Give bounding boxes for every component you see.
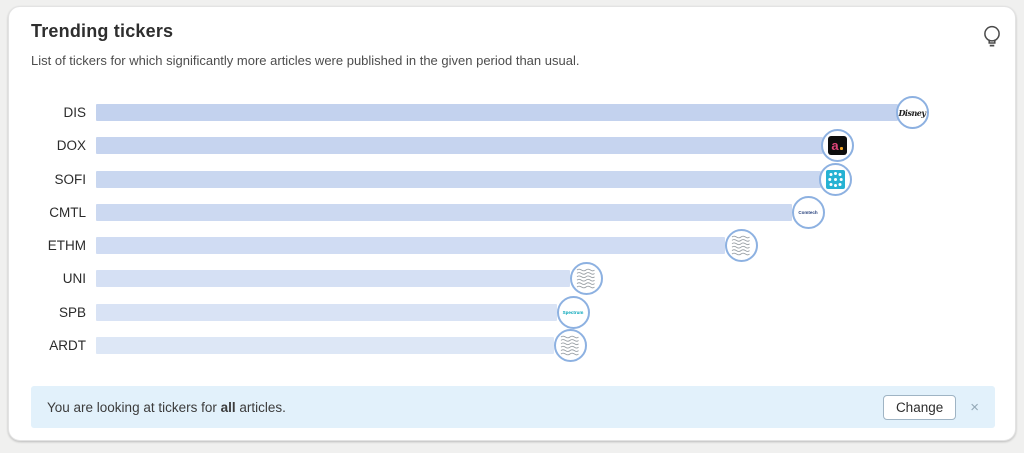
ticker-label: SPB: [58, 304, 86, 320]
scope-banner: You are looking at tickers for all artic…: [31, 386, 995, 428]
trending-tickers-card: Trending tickers List of tickers for whi…: [8, 6, 1016, 441]
placeholder-logo: [576, 268, 595, 289]
ticker-bar-dox[interactable]: [96, 137, 823, 155]
chart-row: ARDT: [9, 328, 1017, 362]
ticker-logo-uni[interactable]: [569, 262, 603, 296]
spectrum-logo: Spectrum: [562, 309, 584, 315]
chart-row: DIS Disney: [9, 96, 1017, 129]
ticker-label: SOFI: [54, 171, 86, 187]
chart-row: CMTL Comtech: [9, 195, 1017, 229]
ticker-label: DIS: [63, 105, 86, 120]
ticker-bar-dis[interactable]: [96, 104, 898, 121]
ticker-bar-ardt[interactable]: [96, 336, 554, 354]
ticker-label: ETHM: [47, 238, 86, 253]
sofi-logo: [825, 169, 845, 189]
ticker-logo-dox[interactable]: a: [820, 129, 854, 163]
ticker-label: DOX: [56, 138, 86, 154]
scope-text-bold: all: [220, 399, 236, 415]
chart-row: DOX a: [9, 129, 1017, 163]
comtech-logo: Comtech: [798, 209, 818, 215]
lightbulb-icon[interactable]: [981, 23, 1003, 51]
ticker-logo-spb[interactable]: Spectrum: [556, 295, 590, 329]
ticker-bar-sofi[interactable]: [96, 170, 821, 188]
ticker-bar-spb[interactable]: [96, 303, 557, 321]
amdocs-logo: a: [827, 136, 847, 156]
ticker-logo-ethm[interactable]: [724, 229, 758, 262]
ticker-logo-dis[interactable]: Disney: [895, 96, 929, 129]
chart-row: SPB Spectrum: [9, 295, 1017, 329]
disney-logo: Disney: [898, 107, 926, 118]
chart-row: ETHM: [9, 229, 1017, 262]
scope-text-suffix: articles.: [235, 399, 286, 415]
ticker-logo-cmtl[interactable]: Comtech: [791, 195, 825, 229]
bar-chart: DIS Disney DOX a SOFI CMTL Comtech ETHM …: [9, 96, 1017, 376]
ticker-logo-ardt[interactable]: [553, 328, 587, 362]
ticker-label: ARDT: [49, 337, 86, 353]
ticker-bar-uni[interactable]: [96, 270, 570, 288]
ticker-label: UNI: [62, 271, 86, 287]
ticker-logo-sofi[interactable]: [818, 162, 852, 196]
change-button[interactable]: Change: [882, 394, 957, 420]
placeholder-logo: [560, 335, 579, 356]
ticker-bar-ethm[interactable]: [96, 237, 725, 254]
ticker-label: CMTL: [49, 204, 86, 220]
ticker-bar-cmtl[interactable]: [96, 203, 792, 221]
page-subtitle: List of tickers for which significantly …: [31, 53, 580, 68]
page-title: Trending tickers: [31, 21, 174, 41]
chart-row: SOFI: [9, 162, 1017, 196]
placeholder-logo: [731, 235, 750, 256]
chart-row: UNI: [9, 262, 1017, 296]
scope-text-prefix: You are looking at tickers for: [47, 399, 221, 415]
close-icon[interactable]: ×: [970, 398, 979, 416]
